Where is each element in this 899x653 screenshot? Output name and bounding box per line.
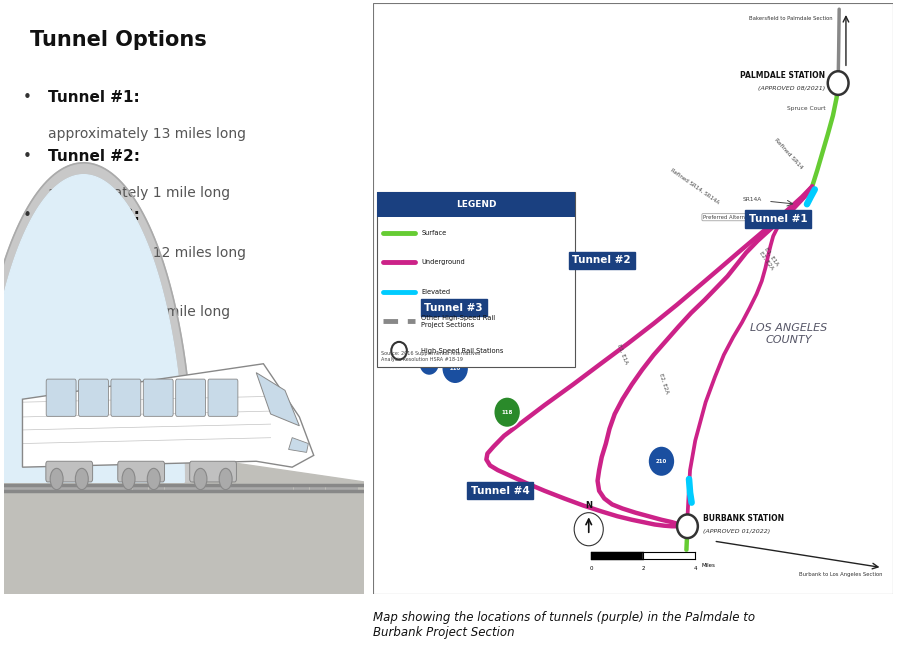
Text: Preferred Alternative: Preferred Alternative <box>703 215 758 219</box>
Text: Tunnel #4:: Tunnel #4: <box>48 268 139 283</box>
Text: Tunnel #4: Tunnel #4 <box>471 486 530 496</box>
Text: Refined SR14, SR14A: Refined SR14, SR14A <box>670 168 720 205</box>
Circle shape <box>76 468 88 490</box>
Text: Burbank to Los Angeles Section: Burbank to Los Angeles Section <box>799 572 882 577</box>
Text: Underground: Underground <box>422 259 465 265</box>
Text: Tunnel #2: Tunnel #2 <box>573 255 631 265</box>
FancyBboxPatch shape <box>190 461 236 482</box>
Text: •: • <box>22 90 31 105</box>
Text: SR14A: SR14A <box>743 197 761 202</box>
Text: 5: 5 <box>427 361 432 366</box>
Text: (APPROVED 01/2022): (APPROVED 01/2022) <box>703 529 770 534</box>
Polygon shape <box>0 163 193 482</box>
Text: E1, E1A
E2, E2A: E1, E1A E2, E2A <box>759 247 779 270</box>
Text: Tunnel Options: Tunnel Options <box>30 30 207 50</box>
Text: 210: 210 <box>450 366 461 371</box>
Text: PALMDALE STATION: PALMDALE STATION <box>740 71 825 80</box>
Text: approximately 1 mile long: approximately 1 mile long <box>48 187 230 200</box>
FancyBboxPatch shape <box>111 379 141 417</box>
Text: Spruce Court: Spruce Court <box>787 106 825 110</box>
Text: approximately 13 miles long: approximately 13 miles long <box>48 127 245 141</box>
Circle shape <box>391 342 407 360</box>
Text: 118: 118 <box>502 409 512 415</box>
Circle shape <box>828 71 849 95</box>
Text: approximately 1 mile long: approximately 1 mile long <box>48 305 230 319</box>
Text: Source: 2016 Supplemental Alternatives
Analysis Resolution HSRA #18-19: Source: 2016 Supplemental Alternatives A… <box>381 351 481 362</box>
Text: (APPROVED 08/2021): (APPROVED 08/2021) <box>758 86 825 91</box>
FancyBboxPatch shape <box>46 461 93 482</box>
Text: 2: 2 <box>642 566 645 571</box>
Text: approximately 12 miles long: approximately 12 miles long <box>48 246 245 259</box>
Text: Bakersfield to Palmdale Section: Bakersfield to Palmdale Section <box>750 16 833 20</box>
Text: BURBANK STATION: BURBANK STATION <box>703 515 784 523</box>
Text: 4: 4 <box>693 566 697 571</box>
Text: High-Speed Rail Stations: High-Speed Rail Stations <box>422 348 503 354</box>
Text: Tunnel #3:: Tunnel #3: <box>48 208 139 223</box>
Text: E1, E1A: E1, E1A <box>616 343 628 365</box>
Text: 14: 14 <box>459 302 468 307</box>
Text: Miles: Miles <box>701 564 716 569</box>
FancyBboxPatch shape <box>143 379 174 417</box>
Circle shape <box>494 397 521 428</box>
FancyBboxPatch shape <box>378 193 574 217</box>
Text: Other High-Speed Rail
Project Sections: Other High-Speed Rail Project Sections <box>422 315 495 328</box>
Text: Tunnel #1: Tunnel #1 <box>749 214 807 224</box>
Circle shape <box>441 353 468 384</box>
Circle shape <box>574 513 603 546</box>
Polygon shape <box>0 174 184 482</box>
Text: LEGEND: LEGEND <box>456 200 496 209</box>
FancyBboxPatch shape <box>208 379 238 417</box>
Text: Tunnel #3: Tunnel #3 <box>424 302 483 313</box>
Circle shape <box>419 352 440 375</box>
Text: Surface: Surface <box>422 230 447 236</box>
Circle shape <box>147 468 160 490</box>
Text: •: • <box>22 268 31 283</box>
Text: Map showing the locations of tunnels (purple) in the Palmdale to
Burbank Project: Map showing the locations of tunnels (pu… <box>373 611 755 639</box>
FancyBboxPatch shape <box>46 379 76 417</box>
Circle shape <box>194 468 207 490</box>
Circle shape <box>50 468 63 490</box>
FancyBboxPatch shape <box>378 193 574 367</box>
Polygon shape <box>22 364 314 467</box>
Text: N: N <box>585 502 592 510</box>
Text: E2, E2A: E2, E2A <box>658 373 670 394</box>
FancyBboxPatch shape <box>78 379 109 417</box>
Polygon shape <box>256 373 299 426</box>
Text: 0: 0 <box>590 566 593 571</box>
Circle shape <box>451 291 476 319</box>
Text: •: • <box>22 150 31 165</box>
Text: Tunnel #1:: Tunnel #1: <box>48 90 139 105</box>
FancyBboxPatch shape <box>175 379 206 417</box>
Text: 210: 210 <box>656 459 667 464</box>
Text: LOS ANGELES
COUNTY: LOS ANGELES COUNTY <box>750 323 827 345</box>
Circle shape <box>122 468 135 490</box>
Text: Tunnel #2:: Tunnel #2: <box>48 150 139 165</box>
FancyBboxPatch shape <box>118 461 165 482</box>
Circle shape <box>677 515 698 538</box>
Text: Refined SR14: Refined SR14 <box>774 137 804 170</box>
Text: Elevated: Elevated <box>422 289 450 295</box>
Polygon shape <box>289 438 308 453</box>
Circle shape <box>648 446 675 477</box>
Polygon shape <box>4 458 364 594</box>
Text: •: • <box>22 208 31 223</box>
Circle shape <box>219 468 232 490</box>
